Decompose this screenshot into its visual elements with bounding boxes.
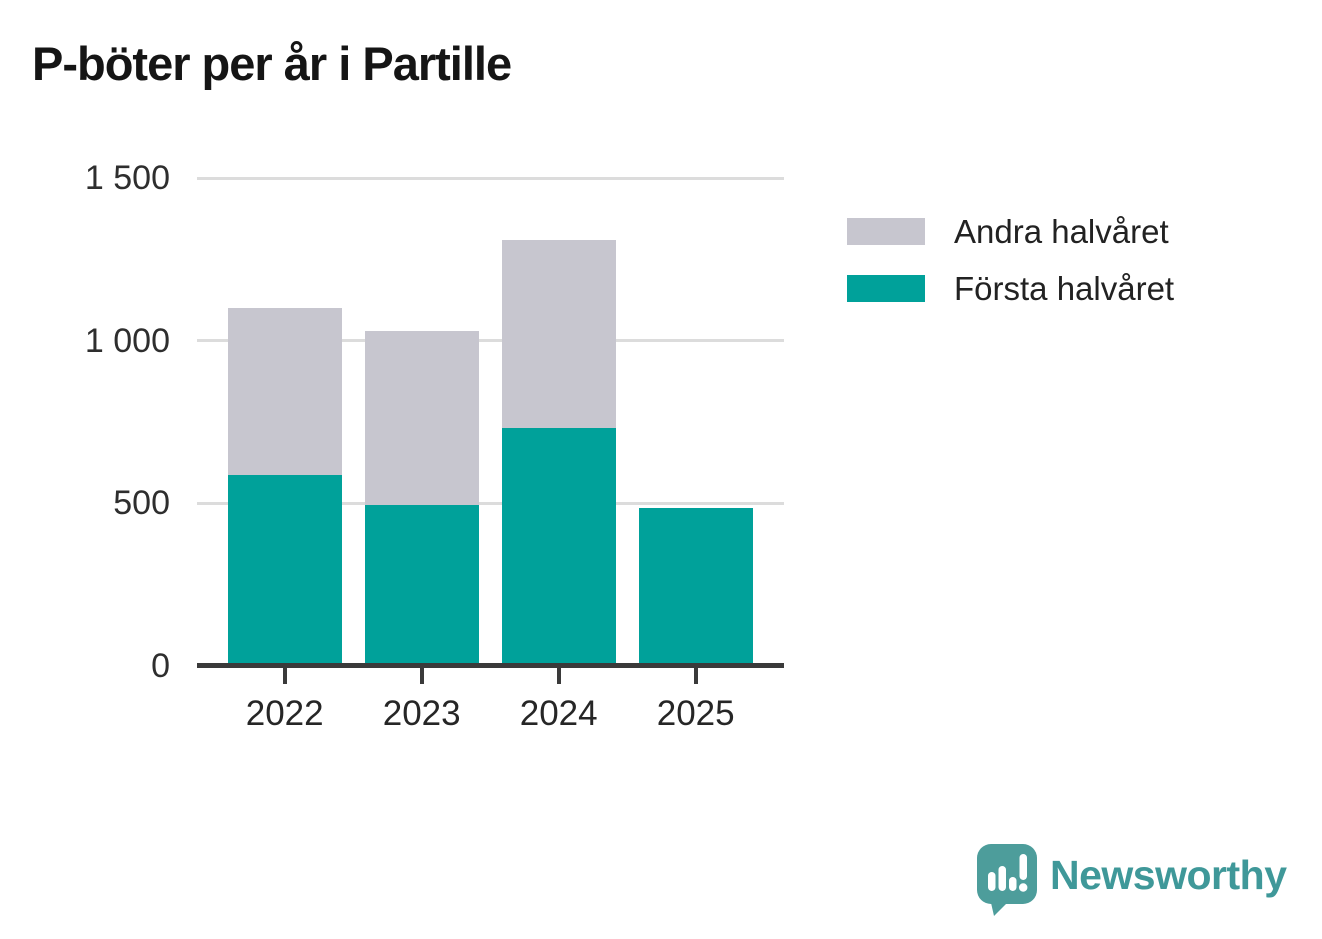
- newsworthy-logo-text: Newsworthy: [1050, 851, 1287, 898]
- y-axis-tick-label: 500: [113, 484, 170, 522]
- x-axis-label-2024: 2024: [519, 694, 598, 733]
- legend-swatch-forsta-halvaret: [847, 275, 925, 302]
- x-axis-tick-2025: [693, 668, 698, 684]
- legend-swatch-andra-halvaret: [847, 218, 925, 245]
- chart-title: P-böter per år i Partille: [32, 37, 512, 90]
- x-axis-line: [197, 663, 784, 668]
- legend: Andra halvåret Första halvåret: [847, 213, 1174, 332]
- bar-2024-forsta: [501, 428, 616, 666]
- legend-item-andra-halvaret: Andra halvåret: [847, 213, 1174, 250]
- x-axis-label-2022: 2022: [245, 694, 324, 733]
- bar-2024-andra: [501, 239, 616, 429]
- bar-2025-forsta: [638, 507, 753, 666]
- x-axis-tick-2022: [282, 668, 287, 684]
- y-axis-tick-label: 1 000: [84, 321, 170, 360]
- gridline-1000: [197, 339, 784, 342]
- bar-2023-andra: [364, 330, 479, 505]
- x-axis-label-2023: 2023: [382, 694, 461, 733]
- legend-label-forsta-halvaret: Första halvåret: [954, 269, 1175, 307]
- legend-item-forsta-halvaret: Första halvåret: [847, 270, 1174, 307]
- x-axis-tick-2023: [419, 668, 424, 684]
- x-axis-label-2025: 2025: [656, 694, 735, 733]
- y-axis-tick-label: 0: [151, 646, 170, 685]
- newsworthy-logo-icon: [977, 844, 1037, 916]
- y-axis-tick-label: 1 500: [84, 159, 170, 197]
- gridline-500: [197, 501, 784, 505]
- bar-2023-forsta: [364, 504, 479, 666]
- newsworthy-logo: Newsworthy: [977, 844, 1287, 918]
- x-axis-tick-2024: [556, 668, 561, 684]
- bar-2022-forsta: [227, 475, 342, 666]
- bar-2022-andra: [227, 308, 342, 476]
- legend-label-andra-halvaret: Andra halvåret: [954, 212, 1169, 250]
- gridline-1500: [197, 176, 784, 180]
